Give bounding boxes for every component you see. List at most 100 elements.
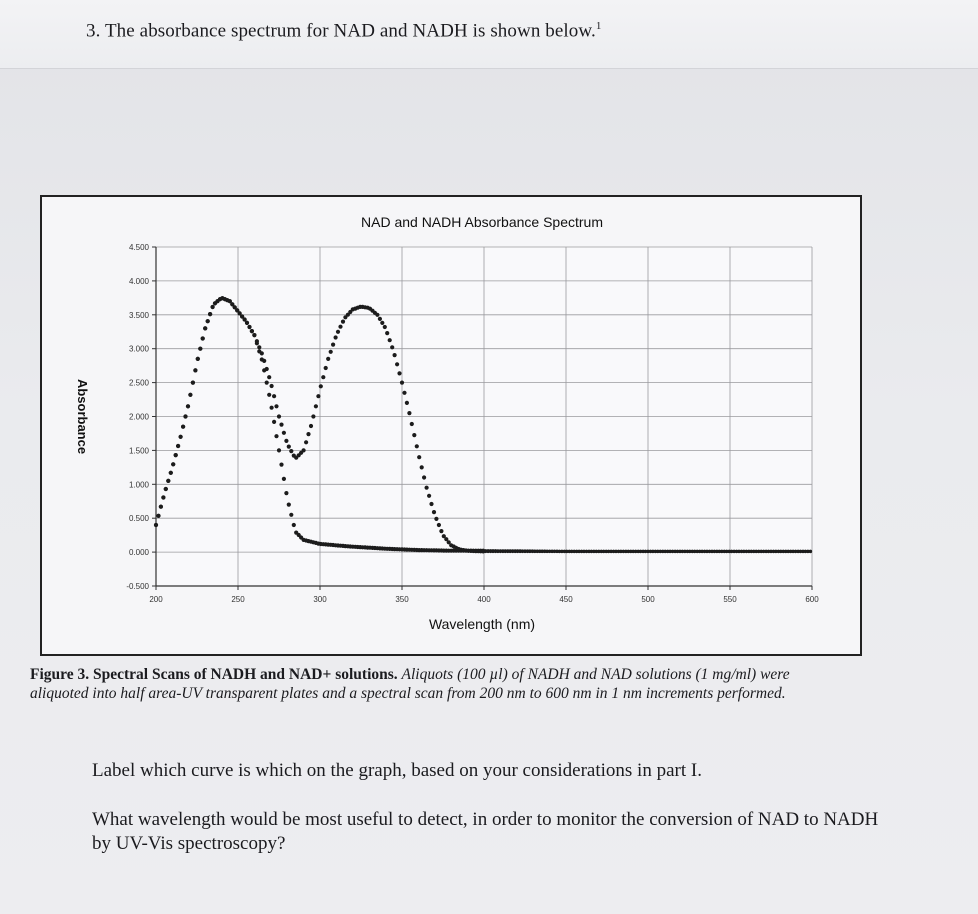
data-point (565, 549, 569, 554)
data-point (688, 549, 692, 554)
data-point (279, 462, 284, 467)
data-point (717, 549, 721, 554)
data-point (340, 319, 346, 324)
data-point (276, 448, 282, 453)
data-point (286, 502, 291, 507)
data-point (518, 549, 522, 554)
data-point (343, 315, 348, 320)
data-point (643, 549, 648, 554)
data-point (535, 549, 539, 554)
question-label-curves: Label which curve is which on the graph,… (92, 760, 702, 781)
data-point (254, 339, 259, 344)
x-axis-label: Wavelength (nm) (429, 616, 535, 632)
data-point (185, 404, 191, 409)
data-point (806, 549, 810, 554)
data-point (776, 549, 781, 554)
data-point (525, 549, 530, 554)
y-tick-label: 0.500 (129, 514, 150, 523)
data-point (533, 549, 537, 554)
data-point (335, 329, 341, 334)
figure-caption: Figure 3. Spectral Scans of NADH and NAD… (30, 665, 850, 703)
data-point (227, 299, 232, 304)
data-point (732, 549, 736, 554)
data-point (338, 324, 343, 329)
data-point (446, 540, 451, 545)
data-point (599, 549, 603, 554)
data-point (523, 549, 527, 554)
data-point (242, 317, 247, 322)
data-point (747, 549, 751, 554)
data-point (272, 419, 277, 424)
data-point (267, 375, 272, 380)
data-point (624, 549, 628, 554)
data-point (161, 495, 166, 500)
data-point (545, 549, 549, 554)
data-point (431, 510, 437, 515)
data-point (540, 549, 544, 554)
data-point (675, 549, 680, 554)
data-point (439, 529, 444, 534)
data-point (491, 549, 495, 554)
data-point (436, 522, 441, 528)
data-point (281, 476, 286, 481)
x-tick-label: 550 (723, 595, 737, 604)
data-point (321, 375, 326, 380)
data-point (434, 516, 439, 521)
data-point (749, 549, 753, 554)
data-point (685, 549, 690, 554)
data-point (646, 549, 650, 554)
data-point (276, 414, 282, 419)
data-point (774, 549, 778, 554)
y-tick-label: 3.000 (129, 345, 150, 354)
data-point (528, 549, 532, 554)
data-point (658, 549, 662, 554)
data-point (739, 549, 744, 554)
data-point (313, 404, 318, 409)
data-point (609, 549, 613, 554)
data-point (269, 405, 274, 410)
data-point (663, 549, 667, 554)
data-point (380, 320, 385, 325)
data-point (240, 314, 245, 319)
data-point (784, 549, 788, 554)
data-point (626, 549, 630, 554)
data-point (316, 394, 321, 399)
data-point (348, 309, 353, 315)
data-point (579, 549, 584, 554)
data-point (244, 320, 250, 325)
y-tick-label: 2.000 (129, 413, 150, 422)
data-point (493, 549, 498, 554)
data-point (557, 549, 562, 554)
data-point (188, 392, 193, 397)
data-point (397, 371, 402, 376)
data-point (761, 549, 766, 554)
data-point (409, 421, 414, 427)
data-point (638, 549, 643, 554)
data-point (648, 549, 653, 554)
data-point (550, 549, 554, 554)
caption-italic: Aliquots (100 µl) of NADH and NAD soluti… (30, 666, 790, 702)
data-point (414, 444, 419, 449)
caption-bold: Figure 3. Spectral Scans of NADH and NAD… (30, 666, 398, 683)
data-point (680, 549, 685, 554)
data-point (163, 486, 168, 492)
data-point (496, 549, 500, 554)
y-tick-label: -0.500 (126, 582, 149, 591)
data-point (668, 549, 672, 554)
data-point (385, 331, 390, 336)
y-tick-label: 1.000 (129, 480, 150, 489)
data-point (727, 549, 731, 554)
data-point (555, 549, 559, 554)
data-point (725, 549, 729, 554)
x-tick-label: 450 (559, 595, 573, 604)
page-top-strip (0, 0, 978, 69)
data-point (429, 501, 434, 507)
data-point (399, 380, 405, 385)
data-point (789, 549, 793, 554)
data-point (183, 414, 188, 419)
data-point (575, 549, 579, 554)
data-point (274, 404, 279, 409)
data-point (375, 312, 380, 317)
data-point (153, 522, 159, 528)
data-point (631, 549, 635, 554)
